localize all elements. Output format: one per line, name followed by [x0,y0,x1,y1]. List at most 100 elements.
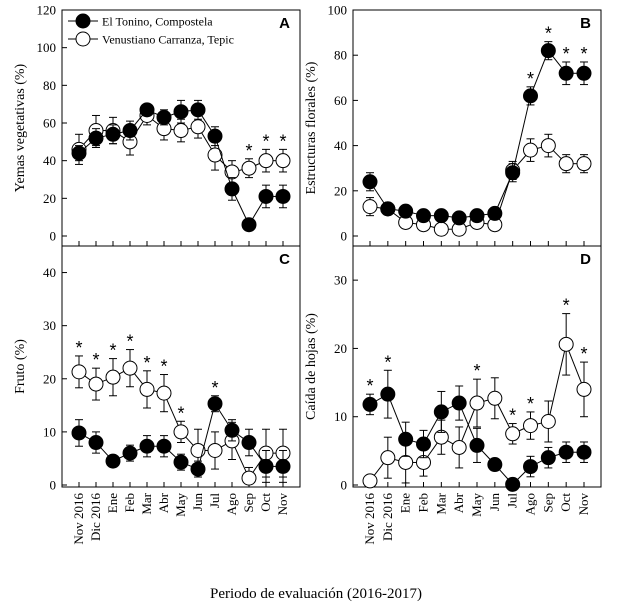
data-point [523,88,538,104]
y-tick-label: 20 [43,191,56,206]
data-point [275,458,291,474]
y-tick-label: 20 [43,371,56,386]
data-point [71,145,87,161]
significance-star: * [279,131,286,151]
panel-letter: D [580,251,591,268]
series-line-segment [201,115,212,131]
data-point [540,43,556,59]
series-line-segment [373,187,385,204]
significance-star: * [143,353,150,373]
x-tick-label: Sep [241,493,256,513]
series-line-segment [84,375,91,381]
series-line-segment [187,464,192,467]
series-line-segment [497,178,511,208]
data-point [523,459,538,475]
data-point [469,208,485,224]
series-line-segment [394,459,400,462]
significance-star: * [126,332,133,352]
series-venustiano-carranza [71,349,291,486]
legend-label: Venustiano Carranza, Tepic [102,33,234,47]
series-line-segment [518,428,525,432]
data-point [173,104,189,120]
y-tick-label: 30 [43,318,56,333]
series-line-segment [537,422,542,425]
significance-star: * [509,406,516,426]
significance-star: * [366,376,373,396]
data-point [540,450,556,466]
data-point [88,435,104,451]
y-axis-label: Caída de hojas (%) [304,313,319,420]
x-tick-label: Nov [275,493,290,516]
data-point [505,426,521,442]
series-line-segment [393,212,401,219]
data-point [362,396,378,412]
y-tick-label: 60 [334,93,347,108]
series-line-segment [237,433,244,439]
x-tick-label: Dic 2016 [380,493,395,542]
series-line-segment [536,460,543,464]
data-point [88,130,104,146]
series-line-segment [166,399,179,426]
series-line-segment [375,397,383,402]
series-line-segment [234,447,247,472]
significance-star: * [92,350,99,370]
data-point [224,181,240,197]
data-point [122,445,138,461]
series-line-segment [136,448,141,451]
y-tick-label: 40 [43,153,56,168]
data-point [207,442,223,458]
data-point [139,102,155,118]
x-tick-label: Nov 2016 [362,493,377,545]
data-point [173,123,189,139]
x-tick-label: Jun [190,493,205,512]
series-line-segment [152,119,159,125]
data-point [275,188,291,204]
series-line-segment [499,469,509,480]
x-axis-title: Periodo de evaluación (2016-2017) [210,586,422,602]
data-point [487,457,503,473]
series-line-segment [483,399,489,402]
series-el-tonino [362,41,592,226]
series-line-segment [252,447,263,461]
x-tick-label: Jul [505,493,520,509]
series-line-segment [187,127,192,130]
series-line-segment [412,440,417,443]
data-point [88,376,104,392]
significance-star: * [177,403,184,423]
y-tick-label: 80 [43,78,56,93]
series-line-segment [255,163,260,166]
data-point [380,201,396,217]
y-tick-label: 100 [328,3,348,18]
panel-a: 0 20 40 60 80 100 120 Yemas vegetativas (%) A * * * [13,3,301,247]
data-point [451,439,467,455]
data-point [105,453,121,469]
significance-star: * [245,141,252,161]
series-line-segment [234,195,247,219]
data-point [139,381,155,397]
data-point [241,160,257,176]
x-tick-label: May [173,493,188,517]
x-tick-label: Oct [558,493,573,512]
series-line-segment [238,169,243,171]
significance-star: * [563,296,570,316]
significance-star: * [580,44,587,64]
series-line-segment [83,142,92,149]
significance-star: * [109,341,116,361]
x-tick-label: Dic 2016 [88,493,103,542]
panel-c: 0 10 20 30 40 Fruto (%) C Nov 2016 Dic 2016 Ene Fe… [13,245,301,545]
data-point [190,102,206,118]
x-tick-label: Feb [416,493,431,513]
data-point [190,119,206,135]
significance-star: * [262,131,269,151]
y-tick-label: 10 [334,409,347,424]
data-point [416,208,431,224]
data-point [576,156,592,172]
data-point [505,165,521,181]
data-point [469,395,485,411]
series-el-tonino [71,395,291,483]
significance-star: * [211,378,218,398]
data-point [241,217,257,233]
series-line-segment [430,225,435,228]
legend-marker [75,13,91,29]
